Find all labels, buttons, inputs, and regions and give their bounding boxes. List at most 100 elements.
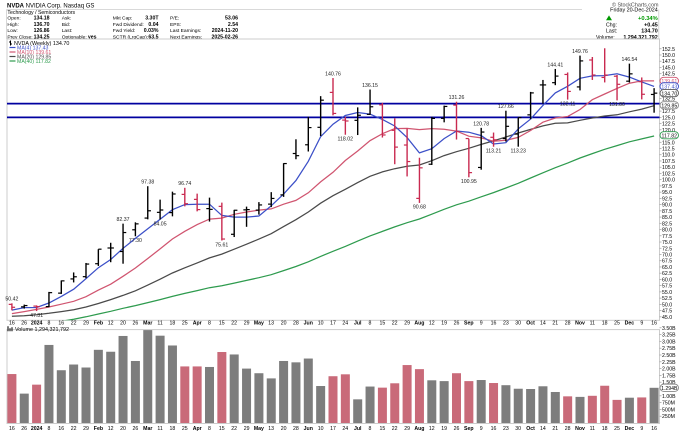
svg-text:17: 17 (330, 426, 336, 431)
svg-text:Optionable:: Optionable: (62, 34, 87, 40)
svg-text:0.04: 0.04 (148, 22, 158, 28)
svg-text:100.95: 100.95 (461, 179, 477, 185)
svg-text:2.54: 2.54 (228, 22, 238, 28)
svg-text:+0.34%: +0.34% (638, 16, 658, 22)
svg-text:8: 8 (47, 426, 50, 431)
svg-text:26: 26 (454, 426, 460, 431)
svg-text:Feb: Feb (94, 426, 103, 431)
svg-text:77.5: 77.5 (662, 234, 672, 240)
svg-text:47.5: 47.5 (662, 309, 672, 315)
svg-text:113.23: 113.23 (510, 149, 526, 155)
svg-text:3.25B: 3.25B (662, 333, 676, 339)
svg-text:8: 8 (47, 320, 50, 326)
svg-text:1.75B: 1.75B (662, 373, 676, 379)
svg-text:24: 24 (342, 320, 348, 326)
svg-text:Last:: Last: (62, 28, 73, 34)
svg-text:Last Earnings:: Last Earnings: (170, 28, 201, 34)
svg-text:12: 12 (429, 426, 435, 431)
svg-text:20: 20 (281, 320, 287, 326)
svg-text:16: 16 (651, 320, 657, 326)
svg-text:18: 18 (602, 320, 608, 326)
svg-text:Dec: Dec (625, 426, 635, 431)
svg-text:Low:: Low: (7, 28, 17, 34)
svg-text:3.00B: 3.00B (662, 339, 676, 345)
svg-text:60.0: 60.0 (662, 277, 672, 283)
svg-text:28: 28 (565, 426, 571, 431)
svg-text:62.5: 62.5 (662, 271, 672, 277)
svg-text:Mar: Mar (143, 320, 152, 326)
svg-text:96.74: 96.74 (178, 181, 191, 187)
svg-text:22: 22 (231, 320, 237, 326)
svg-text:145.0: 145.0 (662, 66, 675, 72)
svg-text:80.0: 80.0 (662, 228, 672, 234)
svg-text:11: 11 (157, 426, 162, 431)
svg-text:30: 30 (515, 426, 521, 431)
svg-text:10: 10 (318, 320, 324, 326)
svg-text:16: 16 (9, 320, 15, 326)
svg-text:MA(10) 139.61: MA(10) 139.61 (17, 50, 51, 56)
svg-text:15: 15 (380, 320, 386, 326)
svg-text:© StockCharts.com: © StockCharts.com (612, 1, 659, 8)
svg-text:25: 25 (182, 320, 188, 326)
svg-text:Technology / Semiconductors: Technology / Semiconductors (7, 10, 75, 16)
svg-text:113.21: 113.21 (486, 149, 502, 155)
svg-text:May: May (254, 320, 264, 326)
svg-text:84.05: 84.05 (154, 221, 167, 227)
svg-text:85.0: 85.0 (662, 215, 672, 221)
svg-text:11: 11 (590, 426, 595, 431)
svg-text:MA(20) 129.85: MA(20) 129.85 (17, 55, 51, 61)
svg-text:14: 14 (540, 426, 546, 431)
svg-text:45.0: 45.0 (662, 315, 672, 321)
svg-text:Next Earnings:: Next Earnings: (170, 34, 202, 40)
svg-text:50.42: 50.42 (5, 297, 18, 303)
svg-text:52.5: 52.5 (662, 296, 672, 302)
svg-text:Jul: Jul (354, 320, 362, 326)
svg-text:117.82: 117.82 (662, 133, 678, 139)
svg-text:110.0: 110.0 (662, 153, 675, 159)
svg-text:Open:: Open: (7, 16, 20, 22)
svg-text:Aug: Aug (414, 320, 424, 326)
svg-text:149.76: 149.76 (572, 49, 588, 55)
svg-text:12: 12 (429, 320, 435, 326)
svg-text:Apr: Apr (193, 426, 202, 431)
svg-text:19: 19 (441, 320, 447, 326)
svg-text:127.5: 127.5 (662, 109, 675, 115)
svg-text:16: 16 (58, 426, 64, 431)
svg-text:140.76: 140.76 (325, 71, 341, 77)
svg-text:10: 10 (318, 426, 324, 431)
svg-text:Bid:: Bid: (62, 22, 70, 28)
svg-text:P/E:: P/E: (170, 16, 179, 22)
svg-text:9: 9 (480, 320, 483, 326)
svg-text:53.06: 53.06 (225, 16, 238, 22)
svg-text:134.70: 134.70 (641, 29, 658, 35)
svg-text:Jun: Jun (304, 320, 313, 326)
svg-text:112.5: 112.5 (662, 147, 675, 153)
svg-text:29: 29 (83, 426, 89, 431)
svg-text:22: 22 (71, 320, 77, 326)
svg-text:72.5: 72.5 (662, 246, 672, 252)
svg-text:Jun: Jun (304, 426, 313, 431)
svg-text:NVDA (Weekly) 134.70: NVDA (Weekly) 134.70 (14, 41, 69, 47)
svg-text:55.0: 55.0 (662, 290, 672, 296)
svg-text:11: 11 (590, 320, 595, 326)
svg-text:26: 26 (133, 320, 139, 326)
svg-text:750M: 750M (662, 401, 675, 407)
svg-text:30: 30 (515, 320, 521, 326)
svg-text:+0.45: +0.45 (644, 22, 658, 28)
svg-text:Sep: Sep (464, 426, 474, 431)
svg-text:90.68: 90.68 (413, 205, 426, 211)
svg-text:Fwd Yield:: Fwd Yield: (113, 28, 136, 34)
svg-text:2024-11-20: 2024-11-20 (212, 28, 238, 34)
svg-text:131.26: 131.26 (449, 95, 465, 101)
svg-text:100.0: 100.0 (662, 178, 675, 184)
svg-text:90.0: 90.0 (662, 203, 672, 209)
svg-text:8: 8 (369, 426, 372, 431)
svg-text:8: 8 (208, 320, 211, 326)
svg-text:21: 21 (552, 320, 558, 326)
svg-text:29: 29 (404, 426, 410, 431)
svg-text:Ask:: Ask: (62, 16, 72, 22)
svg-text:9: 9 (640, 320, 643, 326)
svg-text:13: 13 (268, 320, 274, 326)
svg-text:13: 13 (268, 426, 274, 431)
svg-text:67.5: 67.5 (662, 259, 672, 265)
